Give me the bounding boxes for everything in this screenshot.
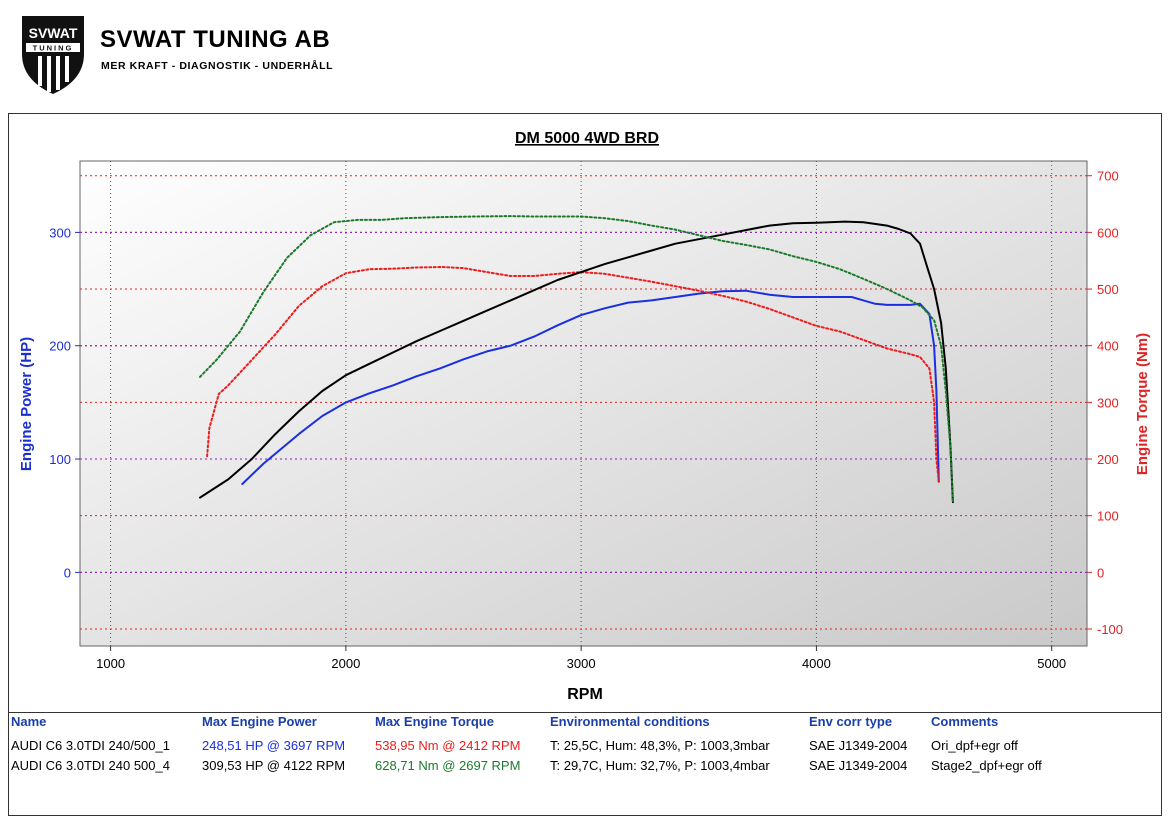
torque-curve-stage2: [199, 215, 954, 503]
y-tick-label-right: 300: [1097, 395, 1119, 410]
y-tick-label-left: 100: [49, 452, 71, 467]
header-env-corr-type: Env corr type: [809, 714, 893, 729]
y-axis-label-left: Engine Power (HP): [18, 337, 35, 471]
row2-corr: SAE J1349-2004: [809, 758, 908, 773]
row1-comment: Ori_dpf+egr off: [931, 738, 1018, 753]
row2-name: AUDI C6 3.0TDI 240 500_4: [11, 758, 170, 773]
row1-env: T: 25,5C, Hum: 48,3%, P: 1003,3mbar: [550, 738, 770, 753]
row1-corr: SAE J1349-2004: [809, 738, 908, 753]
y-tick-label-right: 500: [1097, 282, 1119, 297]
y-tick-label-right: 400: [1097, 339, 1119, 354]
y-tick-label-left: 300: [49, 225, 71, 240]
row2-env: T: 29,7C, Hum: 32,7%, P: 1003,4mbar: [550, 758, 770, 773]
x-tick-label: 2000: [331, 656, 360, 671]
row2-max-power: 309,53 HP @ 4122 RPM: [202, 758, 346, 773]
row1-max-torque: 538,95 Nm @ 2412 RPM: [375, 738, 521, 753]
grid-layer: [80, 161, 1087, 646]
y-tick-label-right: 600: [1097, 225, 1119, 240]
y-tick-label-left: 0: [64, 565, 71, 580]
x-tick-label: 4000: [802, 656, 831, 671]
shield-logo-icon: SVWAT TUNING: [22, 16, 84, 94]
legend-table: Name Max Engine Power Max Engine Torque …: [8, 713, 1162, 816]
x-axis-label: RPM: [567, 686, 603, 703]
power-curve-ori: [241, 289, 940, 485]
logo-subtext: TUNING: [33, 44, 74, 53]
row2-max-torque: 628,71 Nm @ 2697 RPM: [375, 758, 521, 773]
row2-comment: Stage2_dpf+egr off: [931, 758, 1042, 773]
header-name: Name: [11, 714, 47, 729]
y-tick-label-right: 200: [1097, 452, 1119, 467]
y-tick-label-right: 100: [1097, 509, 1119, 524]
x-tick-label: 1000: [96, 656, 125, 671]
row1-max-power: 248,51 HP @ 3697 RPM: [202, 738, 346, 753]
axis-layer: 1000 2000 3000 4000 5000-1000100200300400500…: [49, 169, 1123, 671]
chart-title: DM 5000 4WD BRD: [515, 130, 659, 147]
x-tick-label: 5000: [1037, 656, 1066, 671]
header-max-power: Max Engine Power: [202, 714, 317, 729]
series-layer: [199, 215, 954, 504]
y-axis-label-right: Engine Torque (Nm): [1134, 333, 1151, 475]
y-tick-label-right: 700: [1097, 169, 1119, 184]
dyno-chart-frame: DM 5000 4WD BRD 1000 2000 3000 4000 5000 -100…: [8, 113, 1162, 713]
header-comments: Comments: [931, 714, 999, 729]
row1-name: AUDI C6 3.0TDI 240/500_1: [11, 738, 170, 753]
x-tick-label: 3000: [567, 656, 596, 671]
torque-curve-ori: [206, 266, 940, 483]
y-tick-label-left: 200: [49, 339, 71, 354]
header-env-conditions: Environmental conditions: [550, 714, 710, 729]
logo-text: SVWAT: [29, 25, 78, 41]
brand-name: SVWAT TUNING AB: [100, 26, 331, 53]
dyno-chart: DM 5000 4WD BRD 1000 2000 3000 4000 5000-100…: [18, 130, 1151, 703]
y-tick-label-right: 0: [1097, 565, 1104, 580]
y-tick-label-right: -100: [1097, 622, 1123, 637]
brand-header: SVWAT TUNING SVWAT TUNING AB MER KRAFT -…: [8, 4, 334, 104]
header-max-torque: Max Engine Torque: [375, 714, 494, 729]
brand-tagline: MER KRAFT - DIAGNOSTIK - UNDERHÅLL: [101, 60, 334, 72]
power-curve-stage2: [199, 220, 954, 504]
